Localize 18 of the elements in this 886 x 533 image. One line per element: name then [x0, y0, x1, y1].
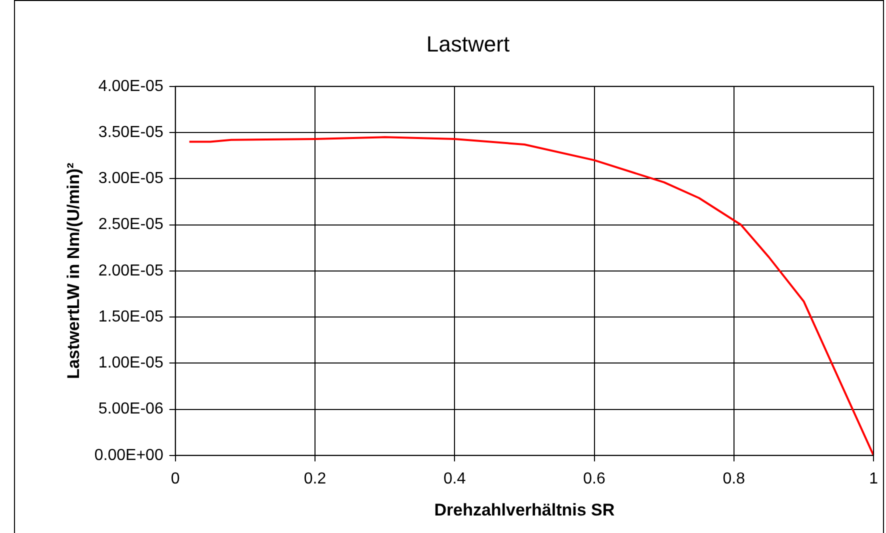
y-tick-label: 5.00E-06 [98, 400, 164, 418]
y-tick-label: 2.00E-05 [98, 262, 164, 280]
x-tick-label: 0.8 [722, 470, 746, 488]
y-tick-label: 0.00E+00 [94, 446, 164, 464]
chart-title: Lastwert [426, 31, 510, 56]
y-tick-label: 4.00E-05 [98, 78, 164, 95]
x-tick-label: 0.6 [583, 470, 606, 488]
y-tick-label: 2.50E-05 [98, 216, 164, 234]
y-axis-title: LastwertLW in Nm/(U/min)² [64, 162, 83, 380]
x-tick-label: 1 [869, 470, 878, 488]
y-tick-label: 1.00E-05 [98, 354, 164, 372]
x-tick-label: 0.2 [304, 470, 326, 488]
y-tick-label: 3.00E-05 [98, 170, 164, 188]
x-tick-label: 0 [170, 470, 180, 488]
y-tick-label: 3.50E-05 [98, 124, 164, 141]
x-tick-label: 0.4 [444, 470, 466, 488]
y-tick-label: 1.50E-05 [98, 308, 164, 326]
x-axis-title: Drehzahlverhältnis SR [434, 500, 615, 520]
